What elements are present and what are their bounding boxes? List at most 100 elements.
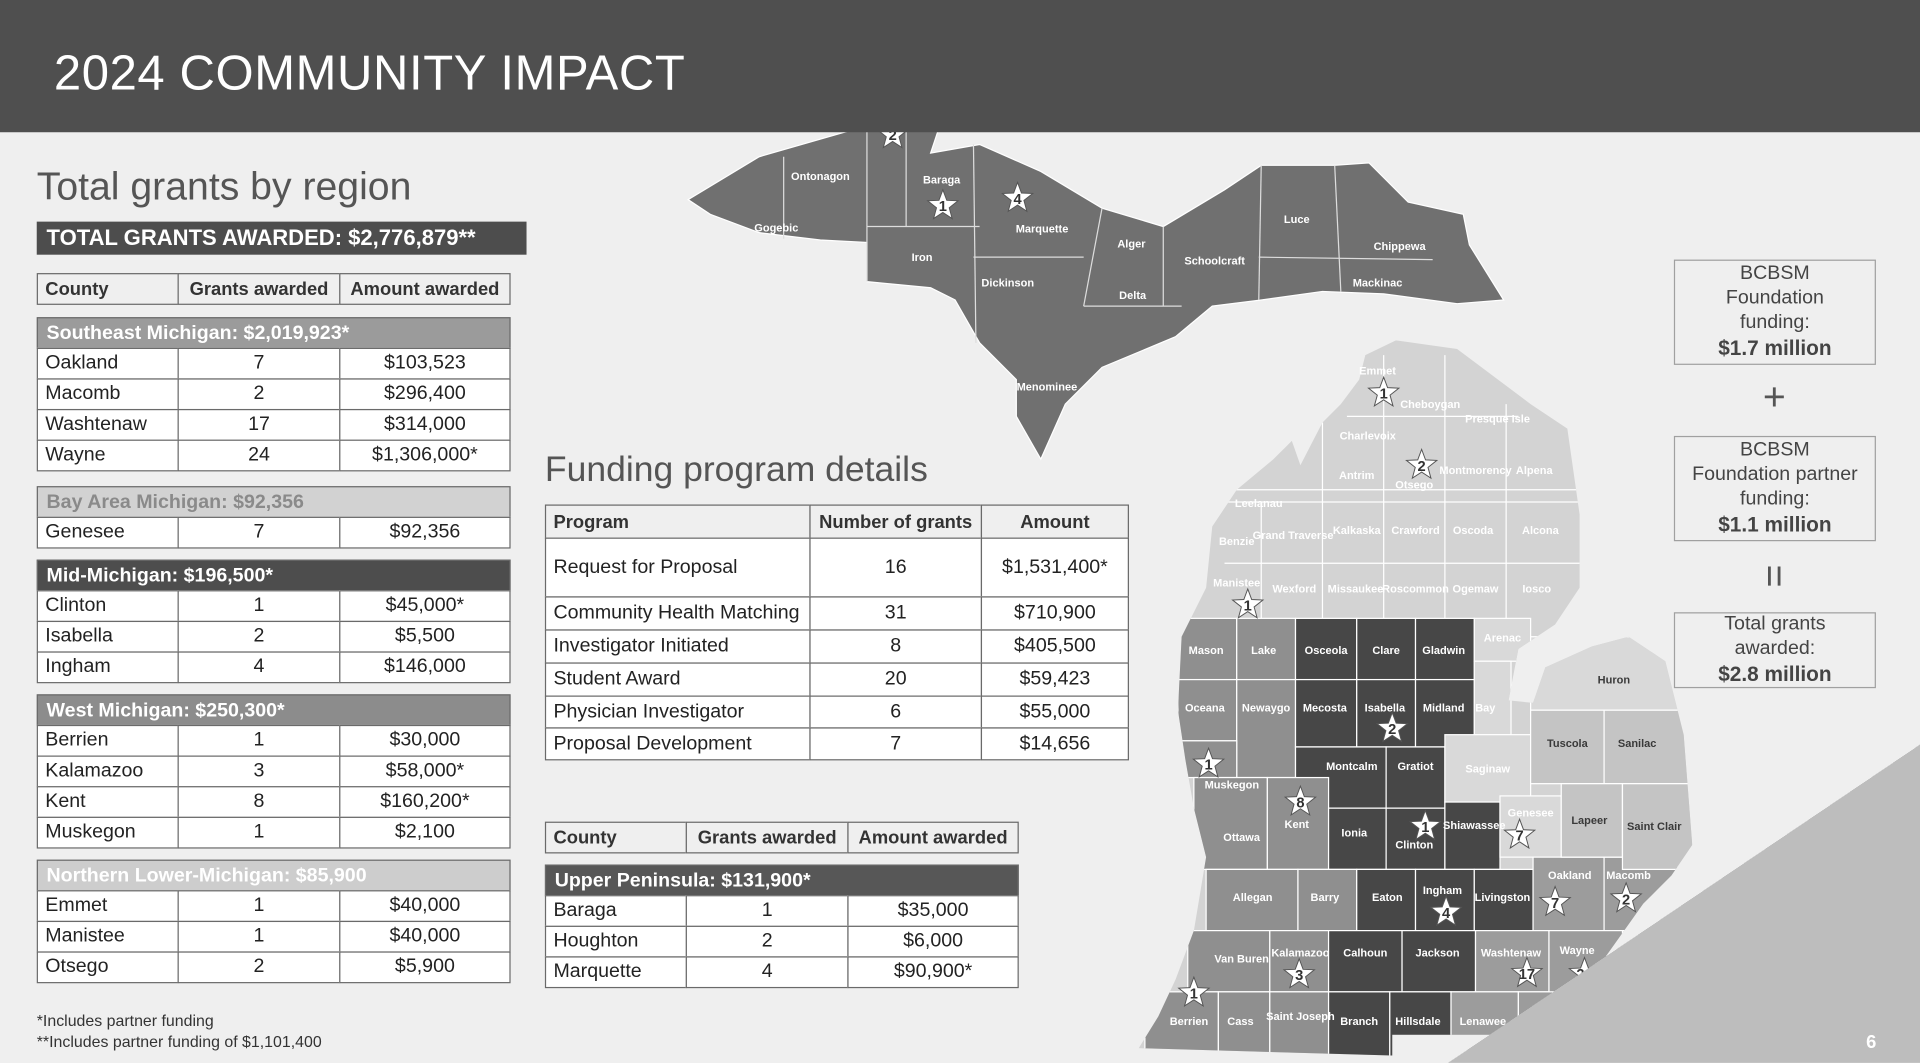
county-label: Gladwin <box>1422 645 1465 657</box>
table-cell: 1 <box>177 816 341 849</box>
table-cell: 17 <box>177 408 341 441</box>
county-label: Cheboygan <box>1400 399 1460 411</box>
table-cell: Clinton <box>36 590 179 623</box>
table-cell: 1 <box>177 920 341 953</box>
county-label: Van Buren <box>1214 953 1269 965</box>
table-cell: $30,000 <box>339 724 511 757</box>
county-label: Oakland <box>1548 870 1591 882</box>
table-cell: Houghton <box>544 925 687 958</box>
county-label: Otsego <box>1395 480 1433 492</box>
county-label: Presque Isle <box>1465 413 1530 425</box>
county <box>1269 991 1330 1056</box>
table-cell: Oakland <box>36 347 179 380</box>
table-cell: Proposal Development <box>544 727 811 761</box>
table-cell: $59,423 <box>980 662 1129 697</box>
county-label: Mackinac <box>1353 278 1403 290</box>
table-cell: $14,656 <box>980 727 1129 761</box>
county-label: Montmorency <box>1439 465 1512 477</box>
table-cell: $296,400 <box>339 378 511 411</box>
group-title: Upper Peninsula: $131,900* <box>544 864 1019 897</box>
star-count: 7 <box>1551 896 1559 912</box>
star-count: 3 <box>1295 968 1303 984</box>
star-count: 17 <box>1519 967 1535 983</box>
group-title: West Michigan: $250,300* <box>36 694 511 727</box>
page-number: 6 <box>1866 1032 1877 1054</box>
county-label: Clinton <box>1395 840 1433 852</box>
table-header-cell: Grants awarded <box>177 273 341 305</box>
county-label: Newaygo <box>1242 702 1291 714</box>
summary-label: Total grants awarded: <box>1724 613 1826 659</box>
table-cell: $5,500 <box>339 620 511 653</box>
county-label: Gratiot <box>1397 761 1433 773</box>
star-count: 8 <box>1296 796 1304 812</box>
slide-title: 2024 COMMUNITY IMPACT <box>53 46 686 101</box>
table-cell: 1 <box>685 895 849 927</box>
table-cell: 2 <box>177 951 341 984</box>
county <box>1236 678 1297 779</box>
county-label: Calhoun <box>1343 947 1387 959</box>
county <box>1473 660 1512 736</box>
county-label: Roscommon <box>1382 584 1449 596</box>
county <box>1385 746 1446 809</box>
star-count: 1 <box>1244 598 1252 614</box>
star-count: 1 <box>1380 387 1388 403</box>
county-label: Iron <box>912 252 933 264</box>
county-label: Midland <box>1423 702 1465 714</box>
county-label: Saint Clair <box>1627 821 1682 833</box>
county-label: Washtenaw <box>1481 947 1542 959</box>
table-cell: Macomb <box>36 378 179 411</box>
table-cell: Isabella <box>36 620 179 653</box>
county-label: Emmet <box>1359 366 1396 378</box>
section-heading: Funding program details <box>544 450 928 490</box>
county-label: Mason <box>1189 645 1224 657</box>
county-label: Monroe <box>1525 1016 1565 1028</box>
table-cell: 7 <box>177 516 341 549</box>
table-cell: Washtenaw <box>36 408 179 441</box>
table-cell: 1 <box>177 724 341 757</box>
summary-amount: $2.8 million <box>1718 662 1832 686</box>
county-label: Isabella <box>1365 702 1406 714</box>
table-header-cell: County <box>36 273 179 305</box>
county-label: Ogemaw <box>1453 584 1499 596</box>
county-label: Montcalm <box>1326 761 1378 773</box>
summary-box: BCBSM Foundation partner funding: $1.1 mi… <box>1673 435 1876 542</box>
table-cell: $710,900 <box>980 596 1129 631</box>
table-cell: 2 <box>177 378 341 411</box>
county-label: Ontonagon <box>791 171 850 183</box>
county-label: Bay <box>1475 702 1496 714</box>
county-label: Berrien <box>1170 1016 1209 1028</box>
table-header-cell: Program <box>544 504 811 539</box>
county-label: Dickinson <box>981 278 1034 290</box>
table-cell: 3 <box>177 755 341 788</box>
table-cell: $1,306,000* <box>339 439 511 472</box>
county-label: Hillsdale <box>1395 1016 1440 1028</box>
county <box>1401 930 1477 993</box>
table-cell: Baraga <box>544 895 687 927</box>
county <box>1532 856 1605 932</box>
county-label: Manistee <box>1213 578 1260 590</box>
table-cell: Otsego <box>36 951 179 984</box>
table-cell: 2 <box>685 925 849 958</box>
table-cell: $90,900* <box>847 956 1019 989</box>
table-cell: Request for Proposal <box>544 537 811 598</box>
county-label: Kalamazoo <box>1271 947 1329 959</box>
county-label: Allegan <box>1233 892 1273 904</box>
county-label: Shiawassee <box>1443 820 1505 832</box>
table-cell: $58,000* <box>339 755 511 788</box>
star-count: 1 <box>1190 987 1198 1003</box>
table-cell: Muskegon <box>36 816 179 849</box>
county-label: Ingham <box>1423 885 1462 897</box>
footnote: **Includes partner funding of $1,101,400 <box>36 1032 322 1051</box>
table-cell: $2,100 <box>339 816 511 849</box>
county-label: Chippewa <box>1374 241 1427 253</box>
table-cell: 4 <box>177 651 341 684</box>
table-cell: Berrien <box>36 724 179 757</box>
table-header-cell: Grants awarded <box>685 821 849 854</box>
section-heading: Total grants by region <box>36 164 412 209</box>
county-label: Ottawa <box>1223 832 1261 844</box>
star-count: 7 <box>1516 829 1524 845</box>
table-cell: $40,000 <box>339 890 511 923</box>
group-title: Bay Area Michigan: $92,356 <box>36 486 511 518</box>
table-cell: $314,000 <box>339 408 511 441</box>
